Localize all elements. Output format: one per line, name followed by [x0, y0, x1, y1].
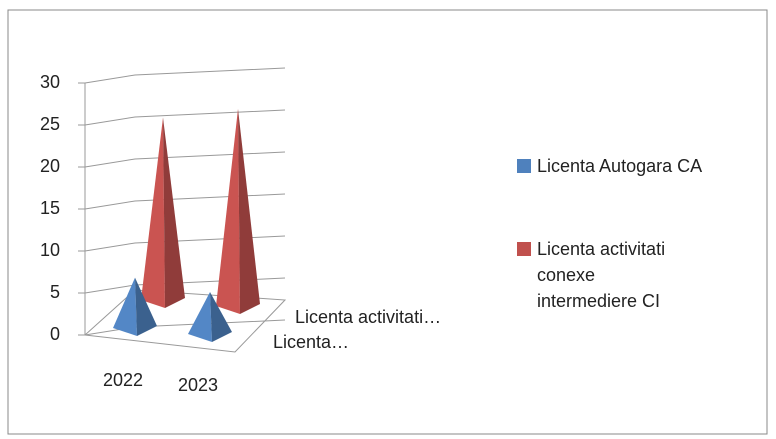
legend-label: Licenta Autogara CA	[537, 156, 703, 176]
pyramid-face-front	[113, 277, 137, 336]
y-tick-label: 20	[40, 156, 60, 176]
grid-line	[84, 151, 286, 168]
grid-line	[84, 193, 286, 210]
grid-line	[84, 235, 286, 252]
grid-line	[84, 109, 286, 126]
pyramid	[141, 117, 185, 308]
depth-tick-label: Licenta…	[273, 332, 349, 352]
x-tick-label: 2022	[103, 370, 143, 390]
pyramid-face-front	[216, 108, 240, 315]
floor	[83, 289, 287, 353]
y-tick-label: 0	[50, 324, 60, 344]
legend-entry: Licenta activitati conexe intermediere C…	[517, 236, 702, 314]
legend-swatch	[517, 159, 531, 173]
depth-tick-label: Licenta activitati…	[295, 307, 441, 327]
pyramid	[188, 292, 232, 342]
y-tick-label: 5	[50, 282, 60, 302]
legend-label: Licenta activitati conexe intermediere C…	[537, 239, 666, 311]
chart-frame	[7, 9, 768, 435]
pyramid-face-front	[188, 292, 212, 342]
y-tick-label: 30	[40, 72, 60, 92]
y-tick-label: 25	[40, 114, 60, 134]
legend-swatch	[517, 242, 531, 256]
y-tick-label: 10	[40, 240, 60, 260]
pyramid-face-front	[141, 117, 165, 308]
grid-line	[84, 67, 286, 84]
pyramid-face-side	[163, 117, 185, 308]
x-tick-label: 2023	[178, 375, 218, 395]
pyramid-face-side	[210, 292, 232, 342]
y-tick-label: 15	[40, 198, 60, 218]
legend-entry: Licenta Autogara CA	[517, 153, 702, 179]
pyramid	[113, 277, 157, 336]
pyramid-face-side	[238, 108, 260, 315]
pyramid-face-side	[135, 277, 157, 336]
pyramid	[216, 108, 260, 315]
